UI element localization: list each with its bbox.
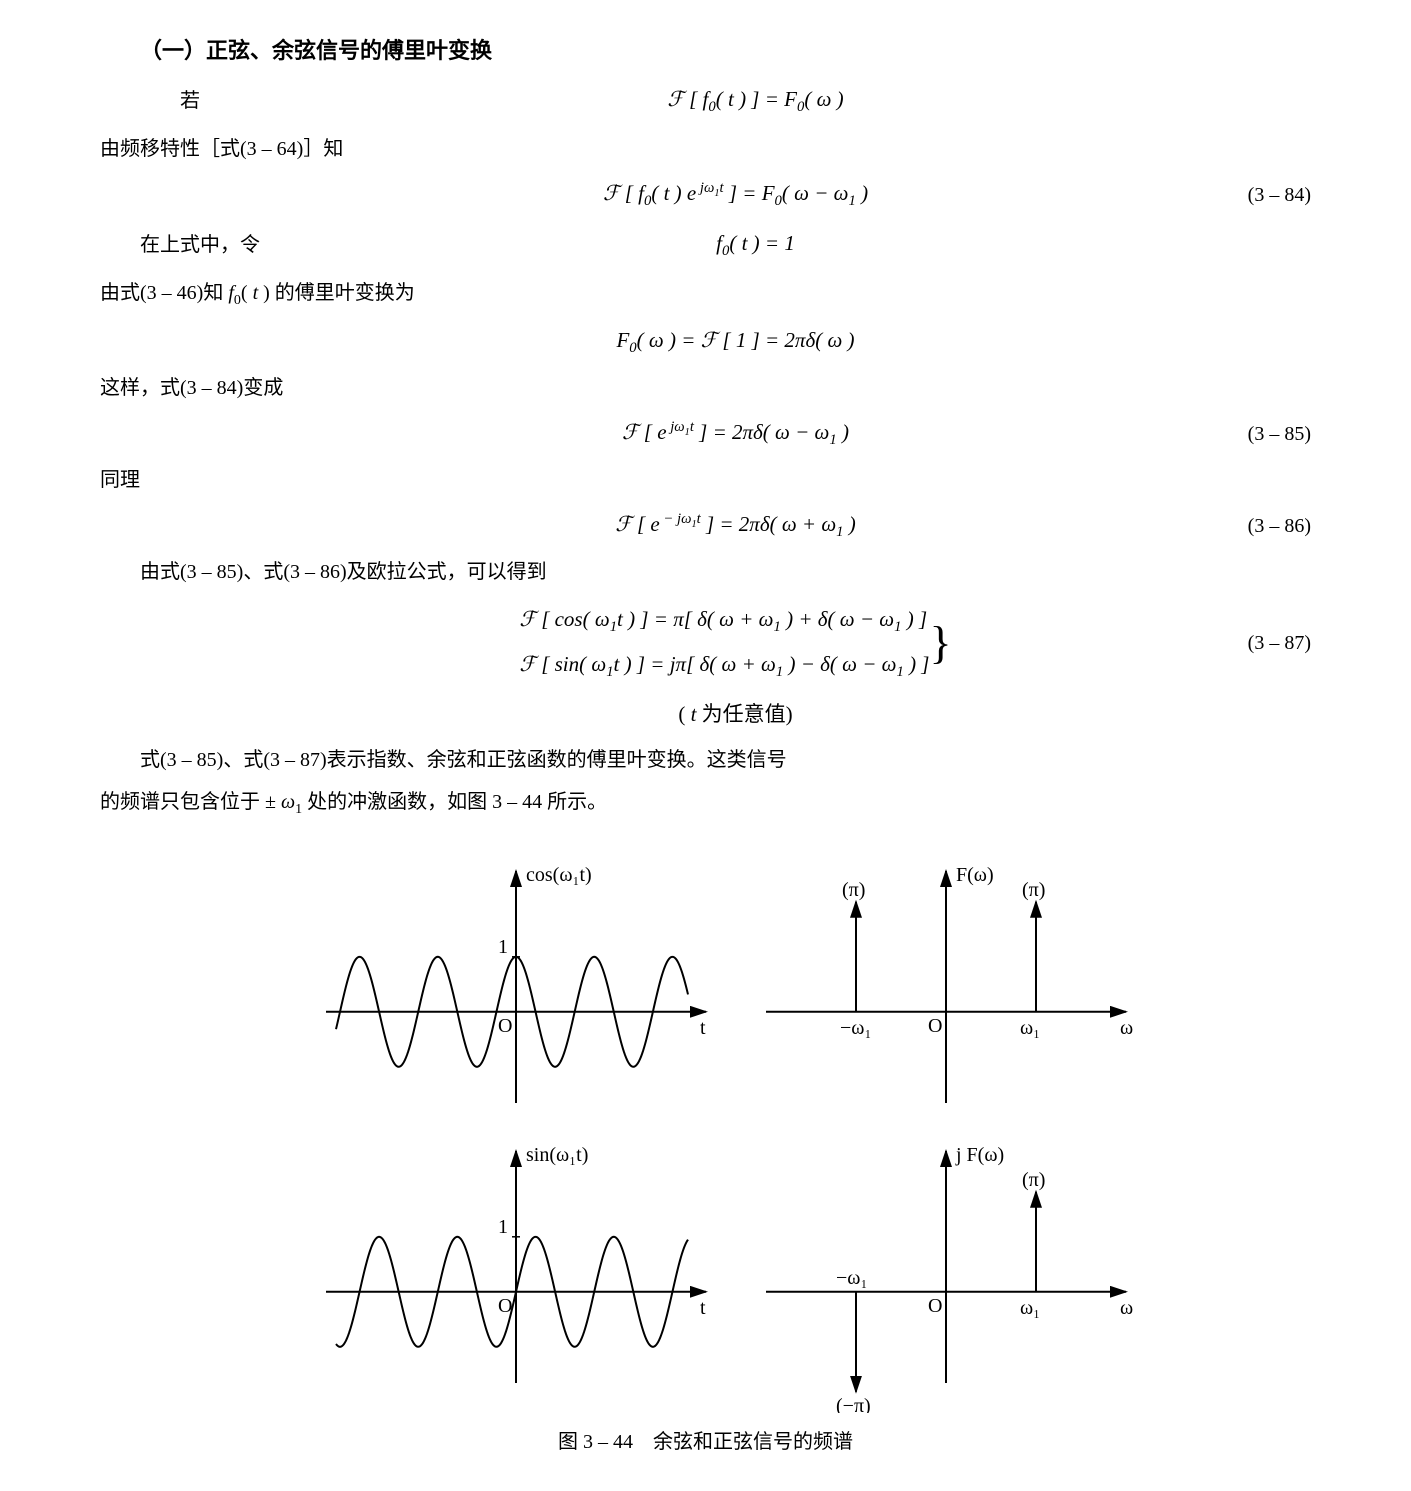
- svg-text:O: O: [498, 1015, 512, 1037]
- svg-text:1: 1: [498, 936, 508, 958]
- eq-num-84: (3 – 84): [1191, 176, 1311, 214]
- svg-text:j F(ω): j F(ω): [955, 1144, 1004, 1166]
- text-freqshift: 由频移特性［式(3 – 64)］知: [100, 130, 1351, 168]
- eq-84: ℱ [ f0( t ) e jω1t ] = F0( ω − ω1 ): [280, 174, 1191, 216]
- svg-text:−ω₁: −ω₁: [836, 1267, 867, 1289]
- eq-86: ℱ [ e − jω1t ] = 2πδ( ω + ω1 ): [280, 505, 1191, 547]
- text-thus: 这样，式(3 – 84)变成: [100, 369, 1351, 407]
- svg-text:ω: ω: [1120, 1017, 1133, 1039]
- svg-text:(−π): (−π): [836, 1395, 871, 1413]
- figure-svg: cos(ω₁t) t O 1 F(ω) ω O (π) −ω₁ (π) ω₁ sin(ω₁t) t O 1 j…: [266, 853, 1146, 1413]
- section-title: （一）正弦、余弦信号的傅里叶变换: [140, 30, 1351, 72]
- text-euler: 由式(3 – 85)、式(3 – 86)及欧拉公式，可以得到: [100, 553, 1351, 591]
- text-same: 同理: [100, 461, 1351, 499]
- svg-text:O: O: [928, 1295, 942, 1317]
- figure-3-44: cos(ω₁t) t O 1 F(ω) ω O (π) −ω₁ (π) ω₁ sin(ω₁t) t O 1 j…: [60, 853, 1351, 1413]
- eq-85: ℱ [ e jω1t ] = 2πδ( ω − ω1 ): [280, 413, 1191, 455]
- eq-0: ℱ [ f0( t ) ] = F0( ω ): [320, 80, 1191, 122]
- svg-text:(π): (π): [842, 879, 865, 901]
- svg-text:t: t: [700, 1297, 706, 1319]
- svg-text:ω₁: ω₁: [1020, 1297, 1040, 1319]
- svg-text:ω: ω: [1120, 1297, 1133, 1319]
- svg-text:O: O: [928, 1015, 942, 1037]
- eq-87: ℱ [ cos( ω1t ) ] = π[ δ( ω + ω1 ) + δ( ω…: [280, 597, 1191, 689]
- eq-num-86: (3 – 86): [1191, 507, 1311, 545]
- eq-346: F0( ω ) = ℱ [ 1 ] = 2πδ( ω ): [280, 321, 1191, 363]
- svg-text:F(ω): F(ω): [956, 864, 994, 886]
- text-346: 由式(3 – 46)知 f0( t ) 的傅里叶变换为: [100, 274, 1351, 315]
- para-desc-1: 式(3 – 85)、式(3 – 87)表示指数、余弦和正弦函数的傅里叶变换。这类…: [100, 741, 1351, 779]
- eq-num-87: (3 – 87): [1191, 624, 1311, 662]
- svg-text:cos(ω₁t): cos(ω₁t): [526, 864, 592, 886]
- svg-text:(π): (π): [1022, 1169, 1045, 1191]
- para-desc-2: 的频谱只包含位于 ± ω1 处的冲激函数，如图 3 – 44 所示。: [100, 783, 1351, 824]
- text-ruo: 若: [140, 82, 320, 120]
- svg-text:ω₁: ω₁: [1020, 1017, 1040, 1039]
- eq-num-85: (3 – 85): [1191, 415, 1311, 453]
- eq-tnote: ( t 为任意值): [280, 695, 1191, 735]
- svg-text:1: 1: [498, 1216, 508, 1238]
- svg-text:(π): (π): [1022, 879, 1045, 901]
- figure-caption: 图 3 – 44 余弦和正弦信号的频谱: [60, 1423, 1351, 1461]
- svg-text:t: t: [700, 1017, 706, 1039]
- svg-text:sin(ω₁t): sin(ω₁t): [526, 1144, 588, 1166]
- text-let: 在上式中，令: [140, 226, 320, 264]
- svg-text:−ω₁: −ω₁: [840, 1017, 871, 1039]
- eq-let: f0( t ) = 1: [320, 224, 1191, 266]
